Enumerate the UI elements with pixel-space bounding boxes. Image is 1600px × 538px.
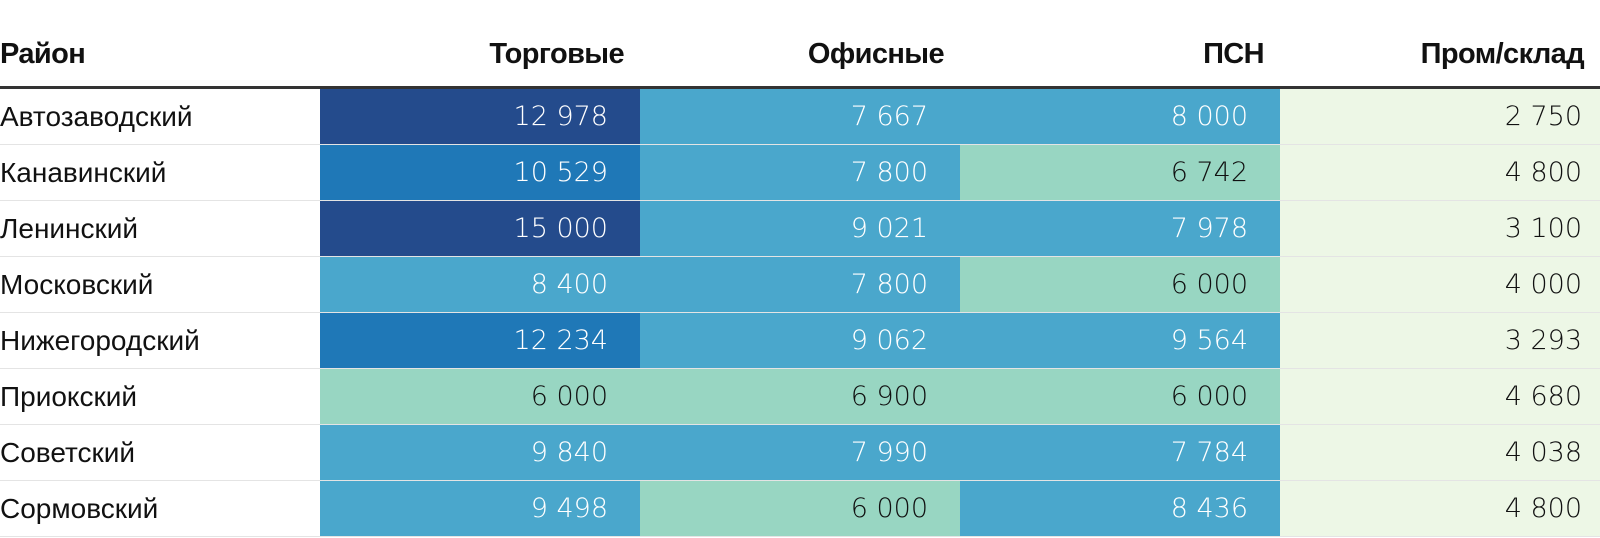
table-row: Приокский 6 000 6 900 6 000 4 680 bbox=[0, 368, 1600, 425]
table-row: Советский 9 840 7 990 7 784 4 038 bbox=[0, 424, 1600, 481]
row-label: Ленинский bbox=[0, 200, 320, 257]
table-row: Нижегородский 12 234 9 062 9 564 3 293 bbox=[0, 312, 1600, 369]
heatmap-cell: 3 100 bbox=[1280, 200, 1600, 257]
heatmap-cell: 10 529 bbox=[320, 144, 640, 201]
table-row: Автозаводский 12 978 7 667 8 000 2 750 bbox=[0, 87, 1600, 145]
heatmap-cell: 6 000 bbox=[960, 368, 1280, 425]
heatmap-cell: 4 800 bbox=[1280, 144, 1600, 201]
table-row: Сормовский 9 498 6 000 8 436 4 800 bbox=[0, 480, 1600, 537]
heatmap-cell: 4 000 bbox=[1280, 256, 1600, 313]
row-label: Сормовский bbox=[0, 480, 320, 537]
heatmap-cell: 7 800 bbox=[640, 256, 960, 313]
heatmap-cell: 6 000 bbox=[640, 480, 960, 537]
heatmap-cell: 8 400 bbox=[320, 256, 640, 313]
row-label: Советский bbox=[0, 424, 320, 481]
heatmap-cell: 12 978 bbox=[320, 87, 640, 145]
heatmap-cell: 9 062 bbox=[640, 312, 960, 369]
heatmap-cell: 6 000 bbox=[320, 368, 640, 425]
table-row: Ленинский 15 000 9 021 7 978 3 100 bbox=[0, 200, 1600, 257]
heatmap-cell: 8 000 bbox=[960, 87, 1280, 145]
table-body: Автозаводский 12 978 7 667 8 000 2 750 Канави… bbox=[0, 87, 1600, 537]
row-label: Приокский bbox=[0, 368, 320, 425]
heatmap-cell: 4 800 bbox=[1280, 480, 1600, 537]
heatmap-cell: 7 784 bbox=[960, 424, 1280, 481]
heatmap-cell: 6 000 bbox=[960, 256, 1280, 313]
column-header-office: Офисные bbox=[640, 22, 960, 89]
heatmap-cell: 12 234 bbox=[320, 312, 640, 369]
row-label: Московский bbox=[0, 256, 320, 313]
column-header-retail: Торговые bbox=[320, 22, 640, 89]
heatmap-cell: 15 000 bbox=[320, 200, 640, 257]
row-label: Автозаводский bbox=[0, 87, 320, 145]
heatmap-cell: 9 840 bbox=[320, 424, 640, 481]
table-row: Канавинский 10 529 7 800 6 742 4 800 bbox=[0, 144, 1600, 201]
heatmap-cell: 7 667 bbox=[640, 87, 960, 145]
heatmap-table: Район Торговые Офисные ПСН Пром/склад Ав… bbox=[0, 22, 1600, 537]
row-label: Нижегородский bbox=[0, 312, 320, 369]
column-header-psn: ПСН bbox=[960, 22, 1280, 89]
heatmap-cell: 8 436 bbox=[960, 480, 1280, 537]
heatmap-cell: 7 978 bbox=[960, 200, 1280, 257]
header-row: Район Торговые Офисные ПСН Пром/склад bbox=[0, 22, 1600, 89]
row-label: Канавинский bbox=[0, 144, 320, 201]
column-header-district: Район bbox=[0, 22, 320, 89]
heatmap-cell: 4 680 bbox=[1280, 368, 1600, 425]
heatmap-cell: 7 800 bbox=[640, 144, 960, 201]
heatmap-cell: 6 742 bbox=[960, 144, 1280, 201]
heatmap-cell: 6 900 bbox=[640, 368, 960, 425]
heatmap-cell: 7 990 bbox=[640, 424, 960, 481]
heatmap-cell: 9 564 bbox=[960, 312, 1280, 369]
heatmap-cell: 9 021 bbox=[640, 200, 960, 257]
table-row: Московский 8 400 7 800 6 000 4 000 bbox=[0, 256, 1600, 313]
heatmap-cell: 4 038 bbox=[1280, 424, 1600, 481]
heatmap-cell: 9 498 bbox=[320, 480, 640, 537]
column-header-industrial: Пром/склад bbox=[1280, 22, 1600, 89]
heatmap-cell: 3 293 bbox=[1280, 312, 1600, 369]
heatmap-cell: 2 750 bbox=[1280, 87, 1600, 145]
